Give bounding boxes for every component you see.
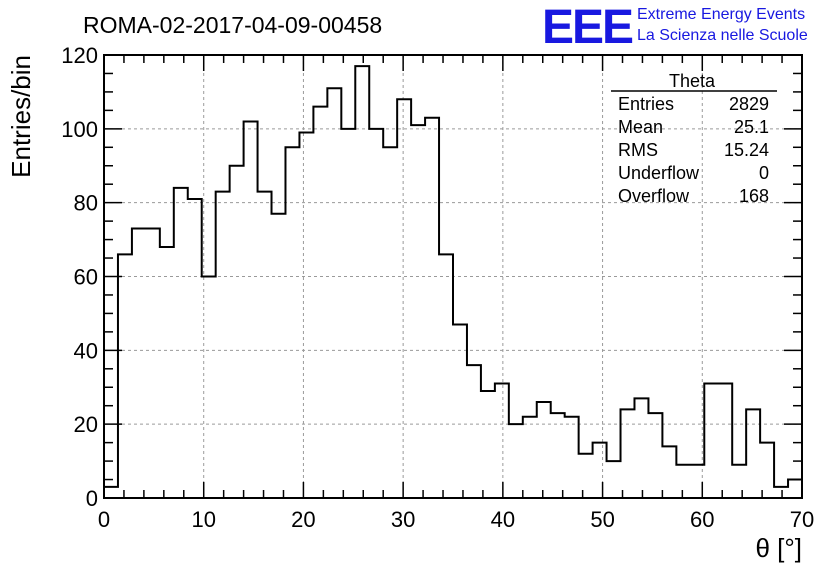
x-tick-label: 70 [790,507,814,532]
stats-row-label: Mean [618,117,663,137]
x-tick-label: 10 [191,507,215,532]
y-tick-label: 80 [74,191,98,216]
x-tick-label: 50 [590,507,614,532]
y-tick-label: 100 [61,117,98,142]
stats-rows: Entries 2829 Mean 25.1 RMS 15.24 Underflow 0 Ove… [618,94,769,206]
stats-row-label: Overflow [618,186,690,206]
stats-box: Theta Entries 2829 Mean 25.1 RMS 15.24 Underfl… [611,71,777,206]
stats-row-value: 25.1 [734,117,769,137]
y-tick-label: 60 [74,265,98,290]
histogram-series [103,65,803,498]
y-tick-labels: 0 20 40 60 80 100 120 [61,43,98,511]
stats-row-label: Entries [618,94,674,114]
x-tick-label: 40 [491,507,515,532]
y-tick-label: 120 [61,43,98,68]
x-axis-title: θ [°] [755,533,802,563]
stats-row-value: 2829 [729,94,769,114]
y-tick-label: 20 [74,412,98,437]
stats-row-value: 15.24 [724,140,769,160]
x-tick-label: 20 [291,507,315,532]
x-tick-label: 30 [391,507,415,532]
eee-logo-mark: EEE [542,1,633,54]
eee-logo: EEE Extreme Energy Events La Scienza nel… [542,1,808,54]
eee-logo-line1: Extreme Energy Events [637,6,805,23]
x-tick-label: 60 [690,507,714,532]
x-tick-labels: 0 10 20 30 40 50 60 70 [98,507,814,532]
axis-ticks [103,54,803,499]
x-tick-label: 0 [98,507,110,532]
chart-title: ROMA-02-2017-04-09-00458 [83,12,382,38]
stats-box-title: Theta [669,71,716,91]
stats-row-label: Underflow [618,163,700,183]
y-tick-label: 0 [86,486,98,511]
y-axis-title: Entries/bin [6,55,36,178]
stats-row-label: RMS [618,140,658,160]
stats-row-value: 0 [759,163,769,183]
stats-row-value: 168 [739,186,769,206]
eee-logo-line2: La Scienza nelle Scuole [637,27,808,44]
y-tick-label: 40 [74,338,98,363]
